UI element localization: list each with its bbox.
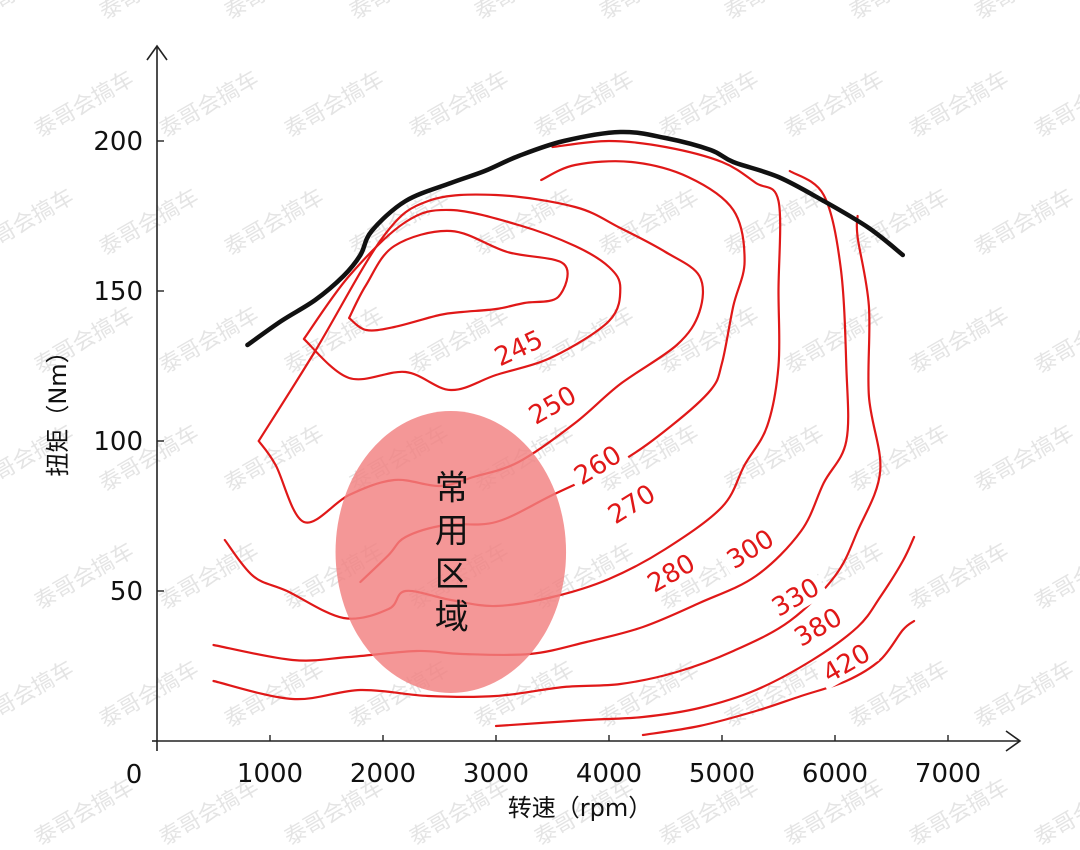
watermark-text: 泰哥会搞车 bbox=[471, 0, 579, 25]
watermark-text: 泰哥会搞车 bbox=[0, 0, 78, 25]
x-tick-label: 4000 bbox=[576, 759, 642, 789]
bsfc-contour-250 bbox=[302, 208, 622, 392]
watermark-text: 泰哥会搞车 bbox=[1031, 67, 1080, 144]
watermark-text: 泰哥会搞车 bbox=[221, 657, 329, 734]
watermark-text: 泰哥会搞车 bbox=[656, 67, 764, 144]
watermark-text: 泰哥会搞车 bbox=[596, 0, 704, 25]
watermark-text: 泰哥会搞车 bbox=[221, 185, 329, 262]
watermark-text: 泰哥会搞车 bbox=[906, 67, 1014, 144]
region-label-char: 用 bbox=[435, 512, 469, 552]
contour-label-background bbox=[518, 376, 586, 433]
y-tick-label: 200 bbox=[93, 127, 143, 157]
watermark-text: 泰哥会搞车 bbox=[906, 539, 1014, 616]
watermark-text: 泰哥会搞车 bbox=[406, 67, 514, 144]
bsfc-contour-245 bbox=[348, 229, 569, 332]
max-torque-line bbox=[245, 129, 906, 348]
contour-label-background bbox=[484, 320, 552, 374]
watermark-text: 泰哥会搞车 bbox=[471, 185, 579, 262]
watermark-text: 泰哥会搞车 bbox=[1031, 539, 1080, 616]
watermark-text: 泰哥会搞车 bbox=[0, 185, 78, 262]
y-tick-label: 100 bbox=[93, 427, 143, 457]
watermark-text: 泰哥会搞车 bbox=[346, 0, 454, 25]
watermark-text: 泰哥会搞车 bbox=[0, 657, 78, 734]
x-tick-label: 7000 bbox=[915, 759, 981, 789]
watermark-text: 泰哥会搞车 bbox=[281, 67, 389, 144]
watermark-text: 泰哥会搞车 bbox=[96, 657, 204, 734]
contour-label-background bbox=[812, 634, 880, 691]
x-axis-arrow bbox=[1005, 730, 1022, 752]
watermark-text: 泰哥会搞车 bbox=[1031, 303, 1080, 380]
x-tick-label: 3000 bbox=[463, 759, 529, 789]
watermark-text: 泰哥会搞车 bbox=[1031, 775, 1080, 850]
contour-label-background bbox=[637, 544, 705, 601]
x-axis-label: 转速（rpm） bbox=[508, 794, 652, 822]
watermark-text: 泰哥会搞车 bbox=[971, 421, 1079, 498]
region-label-char: 区 bbox=[435, 555, 469, 595]
watermark-text: 泰哥会搞车 bbox=[971, 185, 1079, 262]
watermark-text: 泰哥会搞车 bbox=[971, 657, 1079, 734]
x-tick-label: 6000 bbox=[802, 759, 868, 789]
watermark-text: 泰哥会搞车 bbox=[156, 539, 264, 616]
bsfc-contour-380 bbox=[494, 535, 916, 728]
contour-label-background bbox=[784, 598, 852, 655]
bsfc-contour-330 bbox=[212, 214, 882, 701]
watermark-text: 泰哥会搞车 bbox=[221, 421, 329, 498]
watermark-text: 泰哥会搞车 bbox=[846, 0, 954, 25]
watermark-text: 泰哥会搞车 bbox=[96, 185, 204, 262]
x-tick-label: 1000 bbox=[237, 759, 303, 789]
watermark-text: 泰哥会搞车 bbox=[31, 775, 139, 850]
watermark-text: 泰哥会搞车 bbox=[96, 0, 204, 25]
contour-label-background bbox=[563, 435, 631, 493]
y-axis-label: 扭矩（Nm） bbox=[44, 339, 72, 476]
watermark-text: 泰哥会搞车 bbox=[656, 303, 764, 380]
watermark-text: 泰哥会搞车 bbox=[721, 657, 829, 734]
watermark-text: 泰哥会搞车 bbox=[846, 421, 954, 498]
region-label-char: 常 bbox=[435, 469, 469, 509]
bsfc-contour-420 bbox=[641, 619, 916, 737]
x-tick-label: 2000 bbox=[350, 759, 416, 789]
contour-label-background bbox=[761, 568, 829, 625]
watermark-text: 泰哥会搞车 bbox=[156, 67, 264, 144]
watermark-text: 泰哥会搞车 bbox=[781, 67, 889, 144]
watermark-text: 泰哥会搞车 bbox=[971, 0, 1079, 25]
axes: 1000 2000 3000 4000 5000 6000 7000 50 100 150 200 bbox=[93, 44, 1022, 789]
contour-label-background bbox=[716, 519, 784, 577]
watermark-text: 泰哥会搞车 bbox=[156, 303, 264, 380]
contour-label-background bbox=[597, 474, 665, 532]
origin-label: 0 bbox=[126, 760, 143, 790]
bsfc-contour-lines bbox=[212, 139, 916, 737]
x-tick-label: 5000 bbox=[689, 759, 755, 789]
region-label-char: 域 bbox=[435, 598, 469, 638]
watermark-text: 泰哥会搞车 bbox=[721, 421, 829, 498]
watermark-text: 泰哥会搞车 bbox=[781, 303, 889, 380]
common-use-region-ellipse bbox=[335, 411, 567, 693]
y-axis-arrow bbox=[146, 44, 168, 61]
watermark-text: 泰哥会搞车 bbox=[721, 0, 829, 25]
watermark-text: 泰哥会搞车 bbox=[906, 303, 1014, 380]
watermark-text: 泰哥会搞车 bbox=[221, 0, 329, 25]
y-tick-label: 150 bbox=[93, 277, 143, 307]
y-tick-label: 50 bbox=[110, 577, 143, 607]
max-torque-curve bbox=[245, 129, 906, 348]
